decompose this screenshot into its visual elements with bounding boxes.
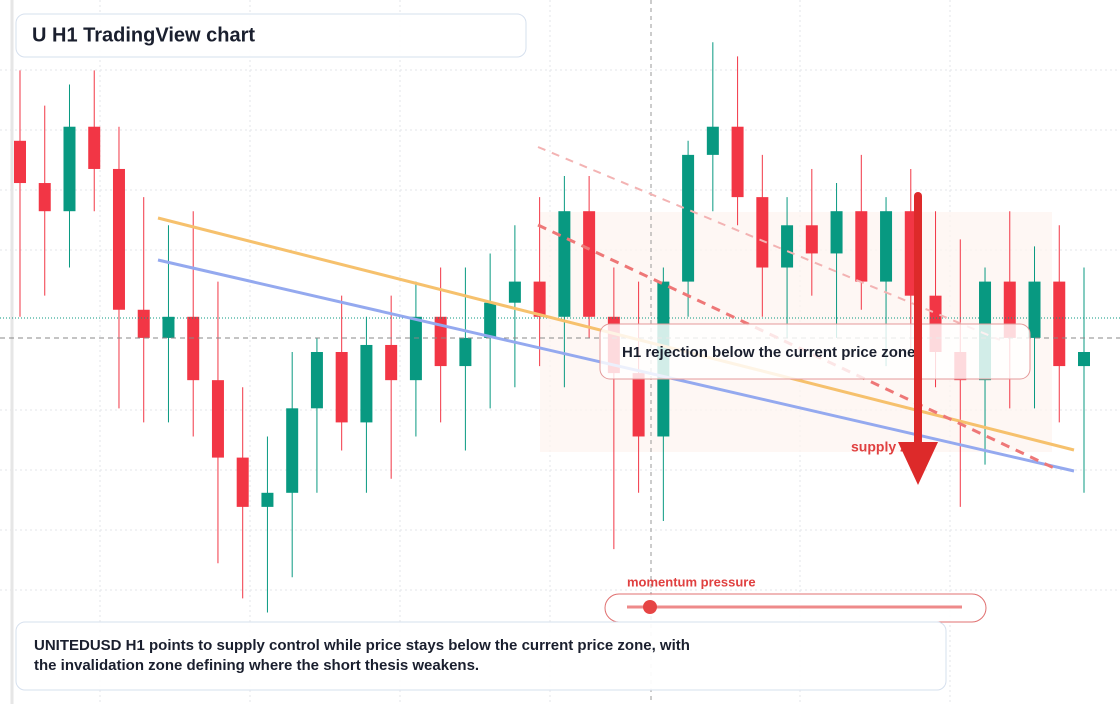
candle-body	[583, 211, 596, 317]
candle-body	[1078, 352, 1090, 367]
candle-body	[261, 492, 274, 507]
candle-body	[211, 380, 224, 458]
candle-body	[904, 211, 917, 296]
candle-body	[187, 316, 200, 381]
candle-body	[632, 373, 645, 437]
candle-body	[286, 408, 299, 493]
candle-body	[756, 197, 769, 268]
candle-body	[533, 281, 546, 317]
candle-body	[385, 344, 398, 381]
candle-body	[434, 316, 447, 367]
candle-body	[1028, 281, 1041, 338]
candle-body	[830, 211, 843, 254]
candle-body	[880, 211, 893, 282]
candle-body	[310, 352, 323, 409]
candle-body	[855, 211, 868, 282]
caption-box	[15, 621, 947, 691]
chart-title: U H1 TradingView chart	[32, 24, 255, 46]
candle-body	[162, 316, 175, 338]
arrow-head	[898, 442, 938, 485]
candle-body	[484, 302, 497, 338]
candle-body	[459, 337, 472, 367]
caption-wrap: UNITEDUSD H1 points to supply control wh…	[34, 637, 690, 674]
candle-body	[63, 126, 76, 212]
annotation: H1 rejection below the current price zon…	[622, 344, 915, 361]
annotation-box	[599, 323, 1031, 380]
candle-body	[14, 140, 26, 184]
candle-body	[682, 154, 695, 282]
candle-body	[781, 225, 794, 268]
candle-body	[558, 211, 571, 317]
candle-body	[137, 309, 150, 338]
candle-body	[38, 183, 51, 212]
caption: UNITEDUSD H1 points to supply control wh…	[34, 637, 690, 674]
candle-body	[88, 126, 101, 169]
candle-body	[236, 457, 249, 507]
slider-knob	[643, 600, 657, 614]
candle-body	[112, 168, 125, 310]
candle-body	[508, 281, 521, 303]
title-box	[15, 13, 527, 58]
indicator-label: momentum pressure	[627, 574, 756, 589]
candle-body	[409, 316, 422, 381]
candle-body	[706, 126, 719, 155]
candle-body	[360, 344, 373, 423]
candle-body	[1053, 281, 1066, 367]
candle-body	[335, 352, 348, 423]
candle-body	[731, 126, 744, 198]
candle-body	[805, 225, 818, 254]
